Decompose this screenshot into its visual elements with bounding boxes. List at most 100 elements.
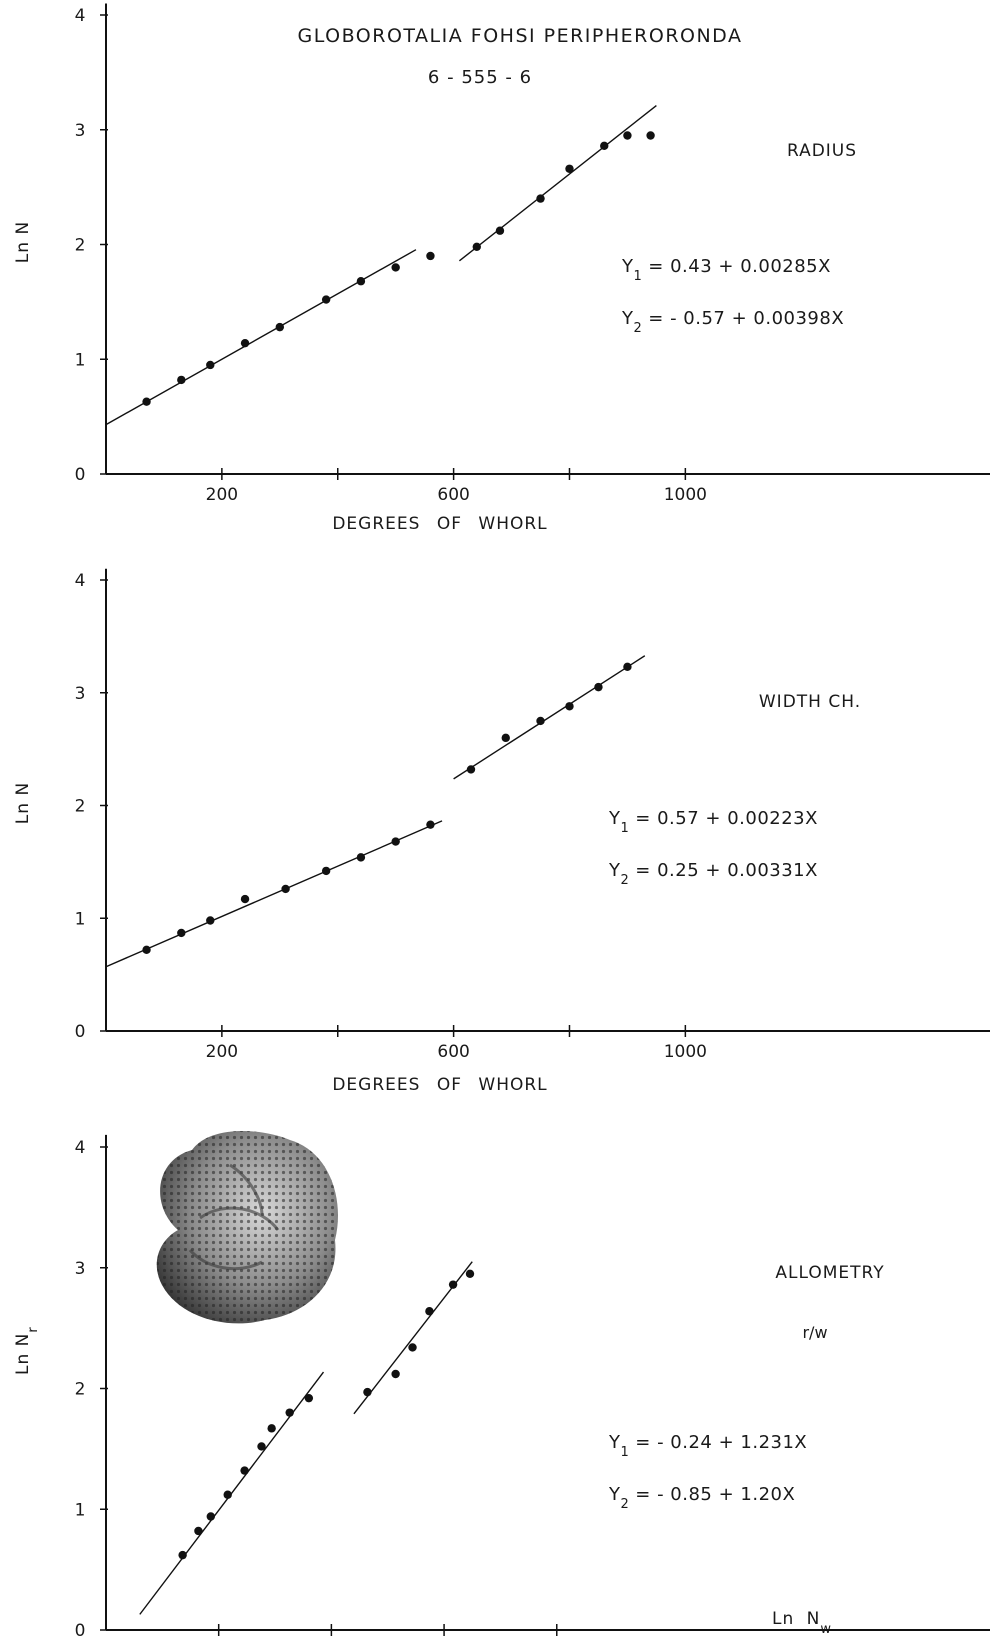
x-tick-label: 200 — [206, 485, 238, 505]
y-tick-label: 0 — [75, 1022, 86, 1042]
data-point-series-1 — [321, 866, 331, 876]
svg-text:Y2= - 0.85 + 1.20X: Y2 = - 0.85 + 1.20X — [608, 1484, 795, 1512]
fit-line-y1 — [105, 820, 443, 968]
x-axis-label-main: Ln N — [772, 1609, 820, 1629]
data-point-series-2 — [623, 131, 632, 140]
y-axis-label: Ln N — [13, 221, 33, 263]
data-point-series-1 — [356, 277, 366, 286]
y-axis-label: Ln N — [13, 782, 33, 824]
data-point-series-1 — [356, 853, 366, 862]
equation-subscript: 2 — [621, 873, 630, 888]
fit-equation-2: Y2 = - 0.85 + 1.20X — [608, 1484, 795, 1512]
data-point-series-1 — [194, 1526, 203, 1536]
x-tick-label: 600 — [437, 1042, 469, 1062]
panel-label: RADIUS — [787, 141, 857, 161]
data-point-series-2 — [623, 662, 632, 672]
data-point-series-1 — [240, 338, 250, 348]
equation-text: = 0.25 + 0.00331X — [635, 860, 818, 881]
data-point-series-2 — [448, 1280, 458, 1289]
data-point-series-2 — [408, 1343, 417, 1352]
data-point-series-2 — [465, 1269, 475, 1278]
data-point-series-1 — [206, 360, 215, 370]
panel-subtitle: r/w — [802, 1323, 827, 1342]
y-axis-label-subscript: r — [26, 1326, 41, 1332]
data-point-series-1 — [223, 1490, 232, 1499]
fit-equation-1: Y1 = - 0.24 + 1.231X — [608, 1432, 807, 1460]
y-axis-label-main: Ln N — [13, 1333, 33, 1375]
equation-text: = 0.57 + 0.00223X — [635, 808, 818, 829]
svg-text:Ln Nr: Ln Nr — [13, 1326, 41, 1375]
y-tick-label: 4 — [75, 1138, 86, 1158]
fit-line-y1 — [139, 1371, 325, 1615]
data-point-series-1 — [391, 837, 400, 846]
data-point-series-1 — [304, 1393, 314, 1403]
panel-title: ALLOMETRY — [775, 1263, 884, 1283]
x-tick-label: 1000 — [664, 485, 707, 505]
equation-y: Y — [621, 256, 634, 277]
data-point-series-1 — [391, 263, 400, 272]
equation-text: = - 0.85 + 1.20X — [635, 1484, 795, 1505]
specimen-micrograph — [156, 1130, 338, 1324]
equation-y: Y — [621, 308, 634, 329]
data-point-series-1 — [281, 884, 290, 894]
equation-text: = 0.43 + 0.00285X — [648, 256, 831, 277]
data-point-series-1 — [426, 820, 435, 829]
data-point-series-1 — [206, 916, 215, 925]
data-point-series-1 — [177, 928, 186, 938]
svg-text:Y1= 0.57 + 0.00223X: Y1 = 0.57 + 0.00223X — [608, 808, 818, 836]
y-tick-label: 2 — [75, 1380, 86, 1400]
figure-subtitle: 6 - 555 - 6 — [428, 67, 532, 88]
y-tick-label: 3 — [75, 684, 86, 704]
x-axis-label: DEGREES OF WHORL — [332, 514, 547, 534]
data-point-series-2 — [501, 733, 510, 743]
equation-subscript: 1 — [634, 269, 643, 284]
x-tick-label: 1000 — [664, 1042, 707, 1062]
equation-text: = - 0.24 + 1.231X — [635, 1432, 807, 1453]
data-point-series-2 — [466, 765, 476, 774]
chart-radius: RADIUS DEGREES OF WHORL Ln N Y1 = 0.43 + … — [13, 3, 990, 534]
y-tick-label: 4 — [75, 6, 86, 26]
svg-text:Y2= - 0.57 + 0.00398X: Y2 = - 0.57 + 0.00398X — [621, 308, 844, 336]
y-axis-label: Ln Nr — [13, 1326, 41, 1375]
data-point-series-2 — [425, 1307, 434, 1316]
data-point-series-1 — [240, 1466, 249, 1475]
data-point-series-1 — [240, 894, 250, 904]
equation-subscript: 2 — [621, 1497, 630, 1512]
data-point-series-1 — [142, 397, 151, 406]
data-point-series-2 — [472, 242, 481, 251]
y-tick-label: 1 — [75, 909, 86, 929]
equation-subscript: 1 — [621, 821, 630, 836]
panel-label: WIDTH CH. — [759, 692, 861, 712]
fit-line-y2 — [458, 104, 657, 262]
data-point-series-2 — [536, 194, 545, 203]
data-point-series-2 — [363, 1387, 372, 1397]
equation-subscript: 2 — [634, 321, 643, 336]
y-tick-label: 0 — [75, 1621, 86, 1638]
y-tick-label: 1 — [75, 350, 86, 370]
data-point-series-1 — [257, 1442, 266, 1451]
equation-y: Y — [608, 1484, 621, 1505]
y-tick-label: 3 — [75, 1259, 86, 1279]
fit-equation-1: Y1 = 0.43 + 0.00285X — [621, 256, 831, 284]
equation-text: = - 0.57 + 0.00398X — [648, 308, 844, 329]
fit-line-y2 — [453, 655, 646, 780]
y-tick-label: 4 — [75, 571, 86, 591]
data-point-series-1 — [177, 375, 186, 385]
equation-subscript: 1 — [621, 1445, 630, 1460]
data-point-series-2 — [536, 716, 545, 726]
data-point-series-2 — [646, 131, 655, 140]
figure-title: GLOBOROTALIA FOHSI PERIPHERORONDA — [298, 25, 743, 47]
y-tick-label: 0 — [75, 465, 86, 485]
fit-equation-1: Y1 = 0.57 + 0.00223X — [608, 808, 818, 836]
data-point-series-2 — [594, 682, 603, 692]
x-axis-label: Ln Nw — [772, 1609, 831, 1637]
x-tick-label: 200 — [206, 1042, 238, 1062]
svg-text:Y1= - 0.24 + 1.231X: Y1 = - 0.24 + 1.231X — [608, 1432, 807, 1460]
data-point-series-1 — [267, 1424, 276, 1433]
fit-equation-2: Y2 = - 0.57 + 0.00398X — [621, 308, 844, 336]
data-point-series-1 — [321, 295, 331, 304]
data-point-series-2 — [391, 1369, 400, 1379]
equation-y: Y — [608, 1432, 621, 1453]
y-tick-label: 2 — [75, 797, 86, 817]
